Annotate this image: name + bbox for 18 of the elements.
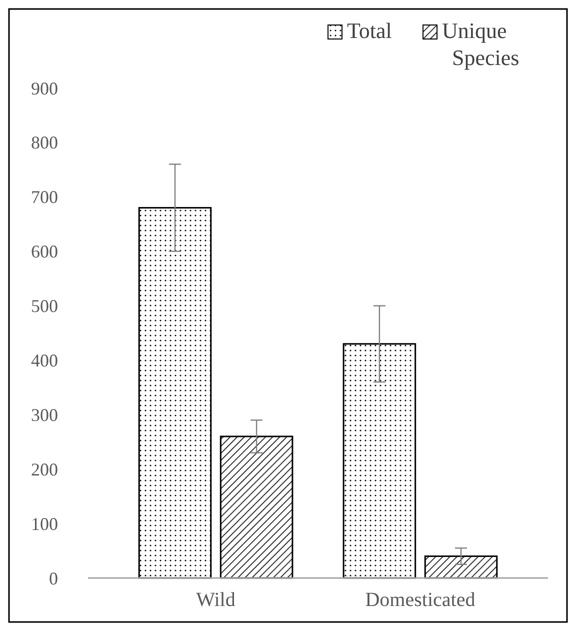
y-tick-label: 700: [31, 187, 58, 208]
y-tick-label: 0: [49, 568, 58, 588]
bar: [424, 555, 498, 579]
y-tick-label: 300: [31, 404, 58, 425]
x-tick-label: Wild: [196, 589, 236, 611]
bar: [220, 436, 294, 579]
y-tick-label: 800: [31, 132, 58, 153]
bar: [342, 343, 416, 579]
legend-label: Unique Species: [442, 18, 520, 70]
legend-label: Total: [347, 18, 392, 43]
y-tick-label: 100: [31, 514, 58, 534]
y-tick-label: 500: [31, 296, 58, 316]
x-tick-label: Domesticated: [365, 589, 476, 611]
y-tick-label: 900: [31, 78, 58, 98]
y-tick-label: 600: [31, 242, 58, 262]
y-tick-label: 400: [31, 350, 58, 371]
bar: [138, 207, 212, 579]
y-tick-label: 200: [31, 459, 58, 480]
